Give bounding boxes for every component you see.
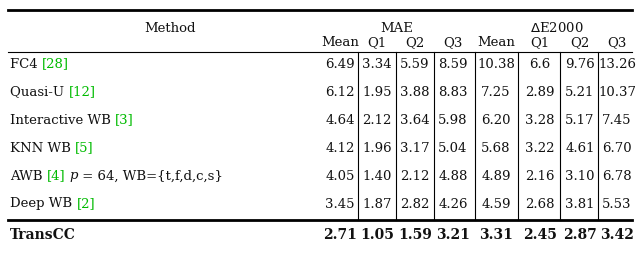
Text: 5.68: 5.68 [481,142,511,154]
Text: [2]: [2] [76,198,95,210]
Text: MAE: MAE [380,21,413,35]
Text: 6.78: 6.78 [602,169,632,183]
Text: 2.12: 2.12 [362,114,392,126]
Text: 10.37: 10.37 [598,85,636,99]
Text: 4.12: 4.12 [325,142,355,154]
Text: $\Delta$E2000: $\Delta$E2000 [530,21,583,35]
Text: [3]: [3] [115,114,134,126]
Text: 2.89: 2.89 [525,85,555,99]
Text: AWB: AWB [10,169,47,183]
Text: 3.21: 3.21 [436,228,470,242]
Text: 6.49: 6.49 [325,58,355,70]
Text: Q3: Q3 [444,36,463,50]
Text: 8.59: 8.59 [438,58,468,70]
Text: FC4: FC4 [10,58,42,70]
Text: Q3: Q3 [607,36,627,50]
Text: 3.42: 3.42 [600,228,634,242]
Text: Q2: Q2 [405,36,424,50]
Text: 2.45: 2.45 [523,228,557,242]
Text: Method: Method [144,21,196,35]
Text: Mean: Mean [321,36,359,50]
Text: KNN WB: KNN WB [10,142,75,154]
Text: 3.34: 3.34 [362,58,392,70]
Text: 1.95: 1.95 [362,85,392,99]
Text: 2.68: 2.68 [525,198,555,210]
Text: 2.87: 2.87 [563,228,597,242]
Text: 5.98: 5.98 [438,114,468,126]
Text: 4.88: 4.88 [438,169,468,183]
Text: 5.04: 5.04 [438,142,468,154]
Text: 4.05: 4.05 [325,169,355,183]
Text: 13.26: 13.26 [598,58,636,70]
Text: 4.26: 4.26 [438,198,468,210]
Text: 5.59: 5.59 [400,58,429,70]
Text: 6.6: 6.6 [529,58,550,70]
Text: 3.45: 3.45 [325,198,355,210]
Text: 5.53: 5.53 [602,198,632,210]
Text: TransCC: TransCC [10,228,76,242]
Text: 3.10: 3.10 [565,169,595,183]
Text: p: p [70,169,78,183]
Text: 6.20: 6.20 [481,114,511,126]
Text: [5]: [5] [75,142,93,154]
Text: Quasi-U: Quasi-U [10,85,68,99]
Text: 1.05: 1.05 [360,228,394,242]
Text: 2.16: 2.16 [525,169,555,183]
Text: 3.88: 3.88 [400,85,429,99]
Text: [4]: [4] [47,169,65,183]
Text: Mean: Mean [477,36,515,50]
Text: 3.64: 3.64 [400,114,430,126]
Text: [28]: [28] [42,58,69,70]
Text: 4.89: 4.89 [481,169,511,183]
Text: 7.25: 7.25 [481,85,511,99]
Text: 10.38: 10.38 [477,58,515,70]
Text: 4.59: 4.59 [481,198,511,210]
Text: 1.59: 1.59 [398,228,432,242]
Text: 3.31: 3.31 [479,228,513,242]
Text: 6.70: 6.70 [602,142,632,154]
Text: 5.17: 5.17 [565,114,595,126]
Text: 6.12: 6.12 [325,85,355,99]
Text: 4.64: 4.64 [325,114,355,126]
Text: 8.83: 8.83 [438,85,468,99]
Text: 1.87: 1.87 [362,198,392,210]
Text: Interactive WB: Interactive WB [10,114,115,126]
Text: 2.71: 2.71 [323,228,357,242]
Text: 9.76: 9.76 [565,58,595,70]
Text: 2.82: 2.82 [400,198,429,210]
Text: 4.61: 4.61 [565,142,595,154]
Text: 2.12: 2.12 [400,169,429,183]
Text: 5.21: 5.21 [565,85,595,99]
Text: 1.96: 1.96 [362,142,392,154]
Text: 7.45: 7.45 [602,114,632,126]
Text: 3.28: 3.28 [525,114,555,126]
Text: 3.22: 3.22 [525,142,555,154]
Text: 3.17: 3.17 [400,142,430,154]
Text: Q2: Q2 [570,36,589,50]
Text: 3.81: 3.81 [565,198,595,210]
Text: Q1: Q1 [531,36,550,50]
Text: = 64, WB={t,f,d,c,s}: = 64, WB={t,f,d,c,s} [78,169,223,183]
Text: Deep WB: Deep WB [10,198,76,210]
Text: Q1: Q1 [367,36,387,50]
Text: [12]: [12] [68,85,95,99]
Text: 1.40: 1.40 [362,169,392,183]
